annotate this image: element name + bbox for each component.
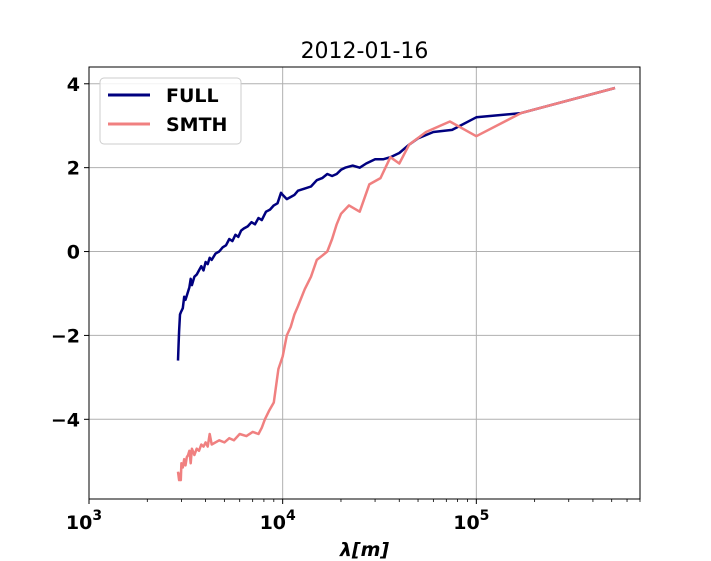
y-tick-label: 4 [67,74,80,96]
series-line-smth [176,86,616,482]
series-layer [176,86,616,482]
x-tick-label: 105 [453,508,489,534]
y-tick-label: 2 [67,158,80,180]
x-tick-exponent: 3 [92,508,102,524]
series-line-full [176,86,616,361]
y-tick-label: 0 [67,242,80,264]
x-tick-base: 10 [66,512,92,534]
legend-label-smth: SMTH [166,114,227,136]
x-tick-exponent: 4 [286,508,296,524]
x-tick-base: 10 [260,512,286,534]
chart-title: 2012-01-16 [301,39,429,64]
x-tick-label: 104 [260,508,296,534]
x-axis-label: λ[m] [339,539,390,561]
x-tick-label: 103 [66,508,102,534]
y-tick-label: −4 [51,409,80,431]
x-tick-base: 10 [453,512,479,534]
x-tick-exponent: 5 [480,508,490,524]
legend: FULL SMTH [99,77,242,145]
y-tick-label: −2 [51,325,80,347]
plot-frame [88,66,641,500]
legend-label-full: FULL [166,85,219,107]
